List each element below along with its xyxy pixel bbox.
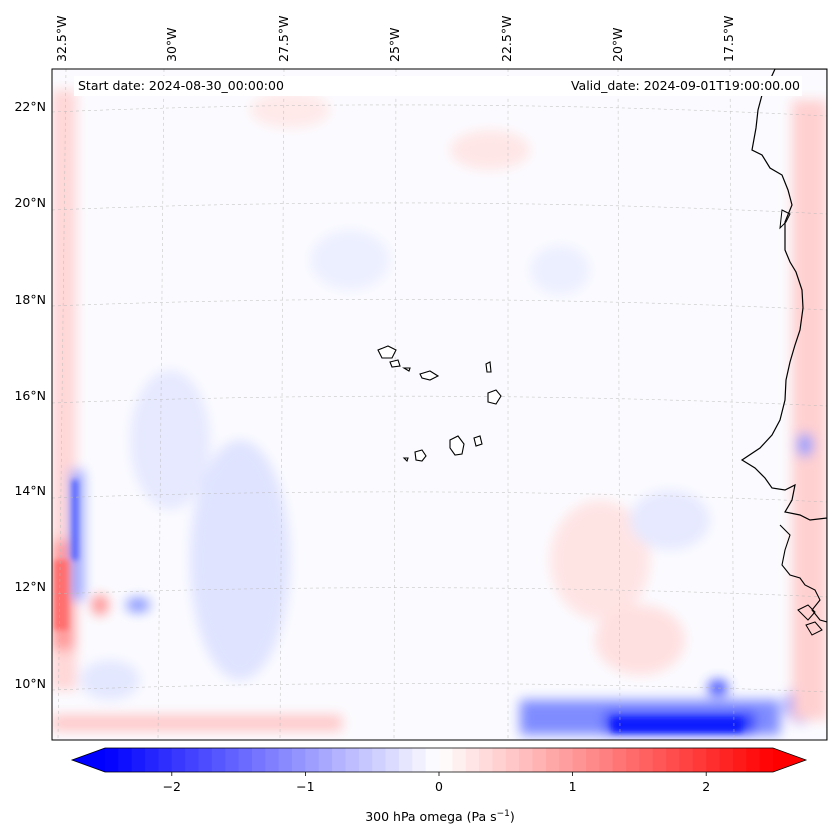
colorbar-label: 300 hPa omega (Pa s−1) [365,809,515,824]
colorbar-cell [505,748,520,772]
colorbar-cell [105,748,119,772]
colorbar-cell [398,748,413,772]
colorbar-cell [706,748,721,772]
lon-label: 25°W [387,27,402,62]
colorbar-cell [171,748,186,772]
valid-date-text: Valid_date: 2024-09-01T19:00:00.00 [571,78,800,93]
colorbar-cell [612,748,627,772]
colorbar-tick-label: 0 [435,779,443,794]
colorbar-cell [519,748,534,772]
lon-label: 22.5°W [499,16,514,62]
lon-label: 32.5°W [54,16,69,62]
colorbar-tick-label: −2 [163,779,181,794]
colorbar-cell [719,748,734,772]
colorbar-cell [425,748,440,772]
colorbar-cell [318,748,333,772]
gridlines [52,69,827,740]
colorbar-cell [345,748,360,772]
colorbar-outline [70,747,808,773]
colorbar-cell [666,748,681,772]
colorbar-cell [198,748,213,772]
lon-label: 20°W [610,27,625,62]
colorbar-cell [692,748,707,772]
start-date-text: Start date: 2024-08-30_00:00:00 [78,78,284,93]
africa-coastline [740,69,827,740]
colorbar-cell [292,748,306,772]
colorbar-cell [465,748,480,772]
colorbar-cell [572,748,587,772]
lon-label: 17.5°W [721,16,736,62]
colorbar-cell [158,748,173,772]
colorbar-tick-label: −1 [296,779,314,794]
lon-label: 27.5°W [276,16,291,62]
lat-label: 16°N [14,388,46,403]
colorbar-cell [385,748,400,772]
colorbar-cell [185,748,200,772]
map-frame [51,68,828,741]
colorbar-cell [412,748,427,772]
colorbar-high-extend [773,748,806,772]
colorbar-cell [492,748,507,772]
colorbar-cell [278,748,293,772]
lat-label: 14°N [14,483,46,498]
colorbar-cell [265,748,280,772]
colorbar-cell [746,748,761,772]
colorbar-cell [305,748,320,772]
colorbar-tick-label: 2 [702,779,710,794]
longitude-labels: 32.5°W 30°W 27.5°W 25°W 22.5°W 20°W 17.5… [54,16,736,62]
colorbar-cell [626,748,640,772]
omega-field [52,69,827,740]
colorbar-cell [559,748,574,772]
colorbar-cell [532,748,547,772]
colorbar-cell [452,748,467,772]
colorbar-cell [131,748,146,772]
lat-label: 22°N [14,99,46,114]
colorbar-ticks: −2 −1 0 1 2 [163,772,710,794]
colorbar-cell [732,748,747,772]
lat-label: 20°N [14,195,46,210]
colorbar-cell [211,748,226,772]
colorbar-tick-label: 1 [569,779,577,794]
colorbar-cell [251,748,266,772]
colorbar-cell [225,748,240,772]
colorbar-cells [105,748,774,772]
map-panel: Start date: 2024-08-30_00:00:00 Valid_da… [51,68,828,741]
colorbar-cell [585,748,600,772]
lat-label: 10°N [14,676,46,691]
colorbar-cell [372,748,387,772]
date-banner [74,76,802,96]
colorbar-cell [238,748,253,772]
colorbar-cell [332,748,347,772]
cape-verde-islands [377,345,502,463]
colorbar-cell [479,748,494,772]
lon-label: 30°W [164,27,179,62]
colorbar-cell [118,748,133,772]
lat-label: 18°N [14,292,46,307]
colorbar-cell [439,748,453,772]
colorbar-cell [652,748,667,772]
colorbar-cell [545,748,560,772]
colorbar: −2 −1 0 1 2 300 hPa omega (Pa s−1) [70,747,808,824]
lat-label: 12°N [14,579,46,594]
colorbar-cell [759,748,774,772]
colorbar-cell [599,748,614,772]
latitude-labels: 22°N 20°N 18°N 16°N 14°N 12°N 10°N [14,99,46,691]
colorbar-cell [145,748,160,772]
colorbar-cell [639,748,654,772]
colorbar-cell [679,748,694,772]
colorbar-cell [358,748,373,772]
colorbar-low-extend [72,748,105,772]
